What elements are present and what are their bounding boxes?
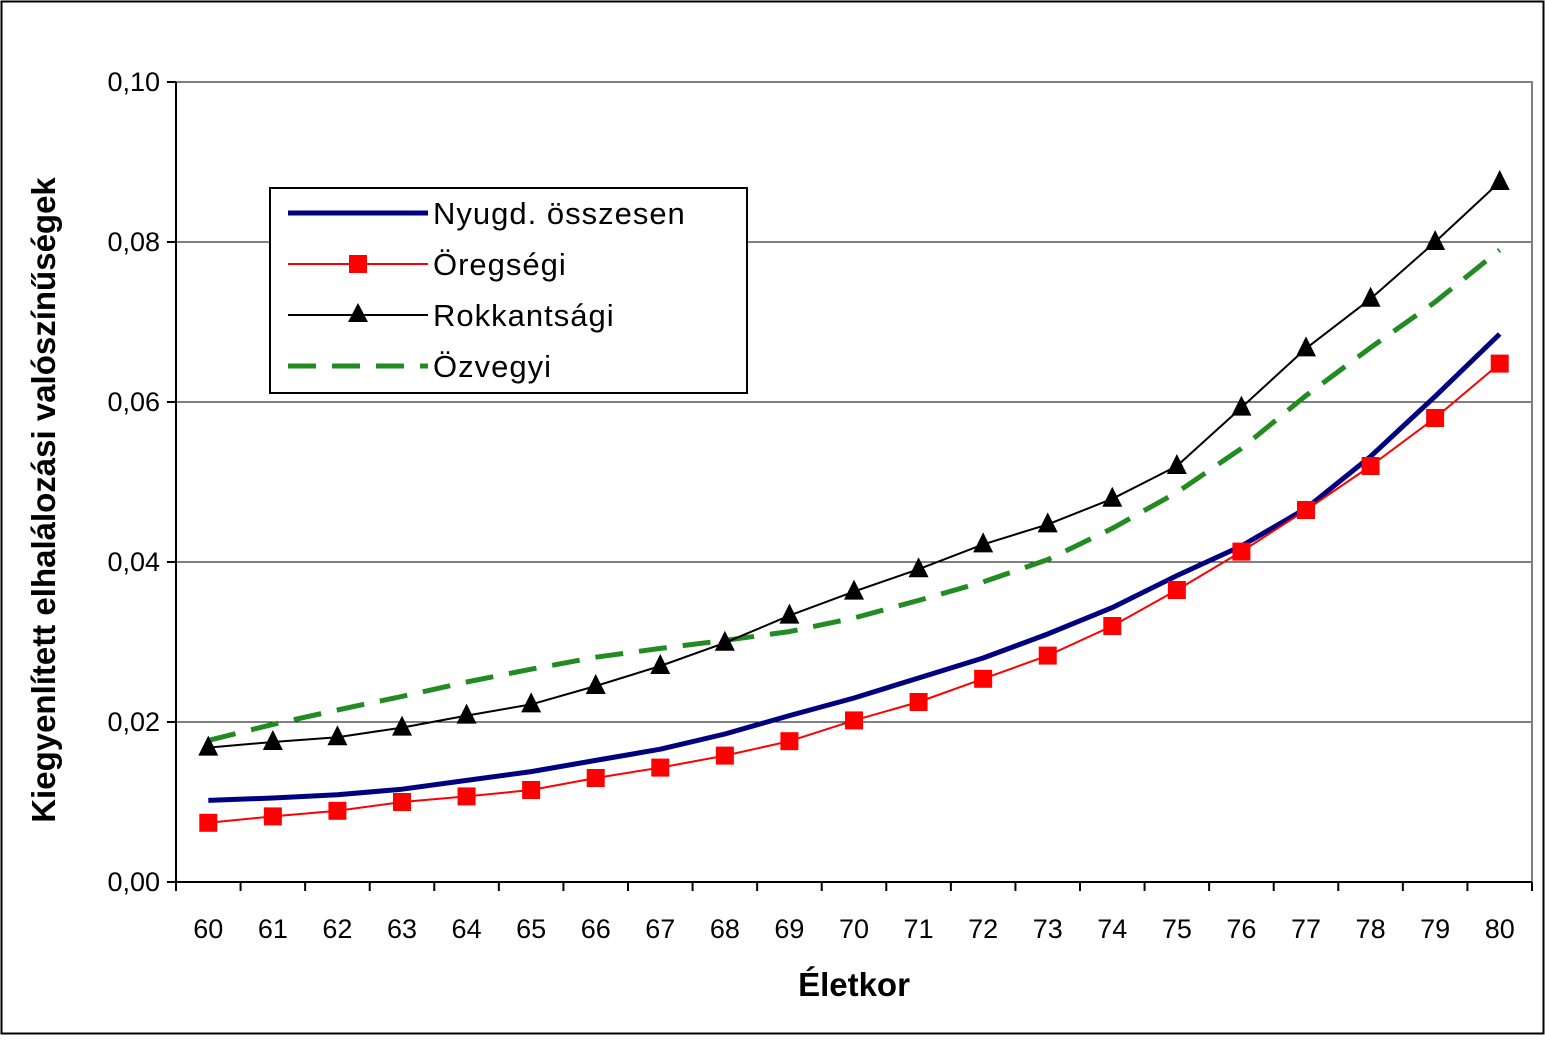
data-point-rokkantsagi: [327, 725, 348, 746]
y-tick-label: 0,06: [107, 387, 160, 417]
x-axis-title: Életkor: [798, 966, 910, 1003]
x-tick-label: 79: [1420, 914, 1450, 944]
data-point-oregsegi: [845, 711, 863, 730]
x-tick-label: 66: [581, 914, 611, 944]
legend-label-oregsegi: Öregségi: [433, 247, 567, 282]
data-point-oregsegi: [715, 746, 734, 765]
data-point-oregsegi: [1361, 457, 1380, 475]
legend-marker-square: [349, 255, 367, 273]
series-line-ozvegyi: [207, 248, 1502, 743]
x-tick-label: 67: [645, 914, 675, 944]
data-point-oregsegi: [1103, 617, 1122, 635]
x-tick-label: 71: [904, 914, 934, 944]
data-point-oregsegi: [974, 669, 993, 688]
x-tick-label: 63: [387, 914, 417, 944]
data-point-rokkantsagi: [585, 674, 606, 694]
y-tick-label: 0,08: [107, 227, 160, 257]
data-point-rokkantsagi: [779, 603, 800, 624]
data-point-rokkantsagi: [908, 557, 929, 578]
data-point-oregsegi: [263, 807, 282, 826]
legend-entry-rokkantsagi: Rokkantsági: [288, 298, 615, 333]
series: [198, 170, 1510, 832]
y-tick-label: 0,00: [107, 867, 160, 897]
series-line-nyugd-osszesen: [208, 332, 1502, 803]
data-point-rokkantsagi: [1296, 336, 1316, 357]
data-point-oregsegi: [328, 801, 347, 820]
legend-entry-nyugd-osszesen: Nyugd. összesen: [288, 196, 686, 231]
data-point-oregsegi: [1232, 542, 1251, 561]
x-tick-label: 72: [968, 914, 998, 944]
x-tick-label: 65: [516, 914, 546, 944]
x-tick-label: 77: [1291, 914, 1321, 944]
data-point-rokkantsagi: [714, 630, 735, 651]
data-point-oregsegi: [780, 732, 799, 751]
legend-marker-triangle: [348, 303, 368, 322]
data-point-rokkantsagi: [1037, 512, 1058, 533]
x-tick-label: 80: [1485, 914, 1515, 944]
data-point-oregsegi: [1490, 354, 1509, 373]
data-point-rokkantsagi: [1489, 170, 1510, 190]
x-tick-label: 74: [1097, 914, 1127, 944]
legend: Nyugd. összesen Öregségi Rokkantsági Özv…: [269, 187, 748, 394]
legend-entry-oregsegi: Öregségi: [288, 247, 567, 282]
data-point-oregsegi: [586, 769, 605, 787]
data-point-rokkantsagi: [456, 703, 477, 724]
y-axis-title: Kiegyenlített elhalálozási valószínűsége…: [25, 177, 62, 823]
data-point-oregsegi: [393, 793, 411, 811]
data-point-oregsegi: [457, 787, 476, 806]
legend-label-ozvegyi: Özvegyi: [433, 349, 552, 384]
data-point-oregsegi: [522, 781, 541, 799]
x-tick-label: 68: [710, 914, 740, 944]
data-point-oregsegi: [651, 758, 670, 777]
legend-label-rokkantsagi: Rokkantsági: [433, 298, 615, 333]
data-point-rokkantsagi: [1102, 486, 1123, 507]
y-tick-label: 0,10: [107, 67, 160, 97]
x-tick-label: 73: [1033, 914, 1063, 944]
data-point-rokkantsagi: [1166, 454, 1187, 474]
x-tick-label: 75: [1162, 914, 1192, 944]
data-point-rokkantsagi: [392, 715, 412, 736]
data-point-rokkantsagi: [262, 730, 283, 750]
data-point-rokkantsagi: [1425, 230, 1446, 250]
legend-entry-ozvegyi: Özvegyi: [288, 349, 552, 384]
x-tick-label: 76: [1226, 914, 1256, 944]
x-tick-label: 69: [774, 914, 804, 944]
x-tick-label: 64: [452, 914, 482, 944]
data-point-oregsegi: [199, 813, 218, 832]
x-tick-label: 60: [193, 914, 223, 944]
y-tick-label: 0,04: [107, 547, 160, 577]
legend-label-nyugd-osszesen: Nyugd. összesen: [433, 196, 686, 231]
data-point-oregsegi: [909, 693, 928, 711]
x-tick-label: 78: [1356, 914, 1386, 944]
x-tick-label: 70: [839, 914, 869, 944]
data-point-rokkantsagi: [973, 532, 994, 553]
data-point-rokkantsagi: [521, 692, 542, 713]
data-point-rokkantsagi: [198, 735, 219, 756]
x-tick-label: 61: [258, 914, 288, 944]
data-point-oregsegi: [1038, 646, 1057, 665]
data-point-oregsegi: [1426, 409, 1445, 427]
y-tick-label: 0,02: [107, 707, 160, 737]
data-point-rokkantsagi: [650, 654, 671, 674]
data-point-rokkantsagi: [1231, 395, 1252, 416]
data-point-rokkantsagi: [844, 579, 864, 600]
axes: 0,00 0,02 0,04 0,06 0,08 0,10 60 61 62 63 64 65 66 67…: [107, 67, 1533, 944]
legend-box: [269, 187, 748, 394]
data-point-oregsegi: [1167, 581, 1186, 599]
x-tick-label: 62: [322, 914, 352, 944]
data-point-oregsegi: [1297, 501, 1315, 519]
data-point-rokkantsagi: [1360, 286, 1381, 307]
